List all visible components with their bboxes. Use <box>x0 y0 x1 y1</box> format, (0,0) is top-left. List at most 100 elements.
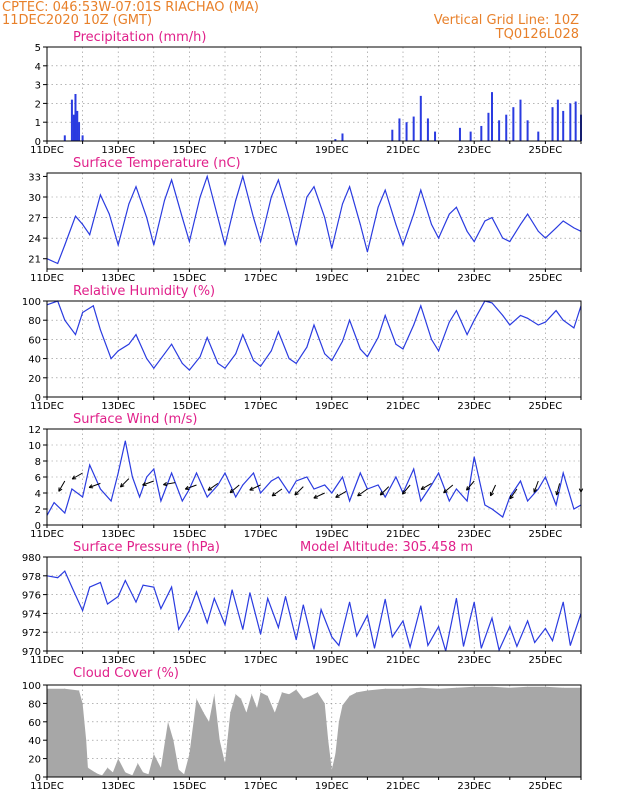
series-point <box>171 179 173 181</box>
series-point <box>359 348 361 350</box>
cloud-point <box>78 690 80 691</box>
series-point <box>107 603 109 605</box>
series-point <box>455 488 457 490</box>
wind-arrow-shaft <box>556 483 561 496</box>
series-point <box>519 480 521 482</box>
series-point <box>224 624 226 626</box>
cloud-point <box>288 693 290 695</box>
precip-bar <box>556 99 559 141</box>
series-point <box>473 601 475 603</box>
precip-bar <box>76 110 79 141</box>
series-point <box>199 196 201 198</box>
series-point <box>356 635 358 637</box>
wind-arrow-shaft <box>509 488 518 500</box>
series-point <box>366 251 368 253</box>
series-point <box>74 215 76 217</box>
series-point <box>395 223 397 225</box>
series-point <box>313 488 315 490</box>
cloud-point <box>349 695 350 697</box>
cloud-point <box>173 739 174 741</box>
series-point <box>270 196 272 198</box>
series-point <box>544 321 546 323</box>
wind-arrow-shaft <box>249 484 261 491</box>
series-point <box>82 610 84 612</box>
x-tick-label: 11DEC <box>30 529 64 540</box>
y-tick-label: 100 <box>22 681 41 692</box>
series-point <box>260 492 262 494</box>
cloud-point <box>420 687 422 689</box>
precip-bar <box>405 122 408 141</box>
cloud-point <box>260 692 261 693</box>
series-point <box>188 369 190 371</box>
wind-arrow-head <box>509 494 514 500</box>
series-point <box>331 636 333 638</box>
cloud-point <box>235 693 236 695</box>
series-point <box>377 206 379 208</box>
series-point <box>213 597 215 599</box>
precip-bar <box>81 135 84 141</box>
cloud-point <box>545 686 546 688</box>
header-date: 11DEC2020 10Z (GMT) <box>2 13 152 28</box>
series-point <box>171 472 173 474</box>
series-point <box>384 189 386 191</box>
series-point <box>466 334 468 336</box>
x-tick-label: 21DEC <box>386 781 420 792</box>
x-tick-label: 13DEC <box>101 529 135 540</box>
cloud-point <box>214 693 215 695</box>
x-tick-label: 25DEC <box>529 401 563 412</box>
precip-bar <box>537 131 540 141</box>
series-point <box>252 360 254 362</box>
pressure-panel: 970 972 974 976 978 980 11DEC 13DEC 15DEC 17DEC 19… <box>22 553 582 666</box>
cloud-point <box>338 721 340 723</box>
y-tick-label: 80 <box>28 699 41 710</box>
wind-arrow-shaft <box>271 488 283 497</box>
cloud-point <box>456 687 457 689</box>
series-point <box>509 324 511 326</box>
cloud-point <box>384 688 386 689</box>
series-point <box>466 500 468 502</box>
series-point <box>338 644 340 646</box>
wind-arrow-shaft <box>379 486 390 496</box>
y-tick-label: 6 <box>35 473 41 484</box>
series-point <box>181 500 183 502</box>
x-tick-label: 15DEC <box>173 655 207 666</box>
wind-arrow <box>313 492 325 499</box>
wind-arrow-shaft <box>420 482 432 490</box>
series-point <box>509 241 511 243</box>
wind-arrow-head <box>71 475 77 480</box>
precip-bar <box>519 99 522 141</box>
temperature-panel: 21 24 27 30 33 11DEC 13DEC 15DEC 17DEC 19DEC 21DEC… <box>28 172 582 284</box>
series-point <box>53 502 55 504</box>
wind-arrow <box>142 480 154 487</box>
series-point <box>438 626 440 628</box>
wind-arrow-head <box>207 486 213 491</box>
series-point <box>217 217 219 219</box>
series-point <box>519 223 521 225</box>
series-point <box>206 622 208 624</box>
y-tick-label: 0 <box>35 773 41 784</box>
series-point <box>516 645 518 647</box>
series-point <box>131 476 133 478</box>
x-tick-label: 21DEC <box>386 655 420 666</box>
x-tick-label: 17DEC <box>244 145 278 156</box>
series-point <box>64 570 66 572</box>
x-tick-label: 23DEC <box>457 273 491 284</box>
cloud-point <box>219 739 220 741</box>
y-tick-label: 0 <box>35 393 41 404</box>
series-point <box>480 647 482 649</box>
series-point <box>448 500 450 502</box>
series-point <box>484 220 486 222</box>
series-line <box>46 300 582 371</box>
precip-bar <box>569 103 572 141</box>
series-point <box>252 472 254 474</box>
wind-arrow-head <box>142 481 147 487</box>
series-point <box>277 476 279 478</box>
x-tick-label: 21DEC <box>386 273 420 284</box>
x-tick-label: 15DEC <box>173 273 207 284</box>
x-tick-label: 13DEC <box>101 273 135 284</box>
series-point <box>395 343 397 345</box>
precip-bar <box>469 131 472 141</box>
y-tick-label: 30 <box>28 193 41 204</box>
wind-arrow-shaft <box>533 480 539 493</box>
series-point <box>288 492 290 494</box>
